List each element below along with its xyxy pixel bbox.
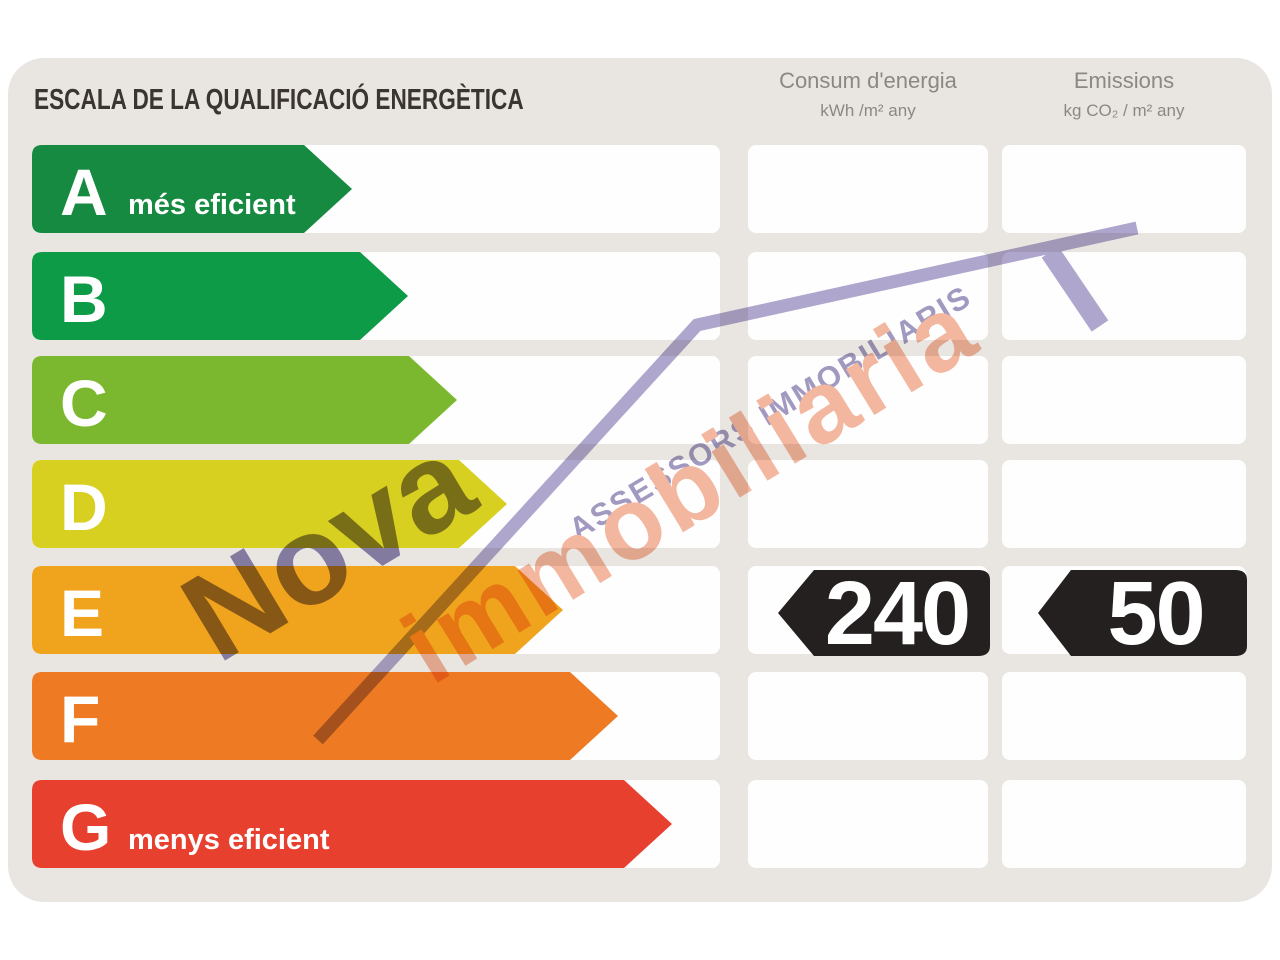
rating-row-f: F bbox=[0, 672, 1280, 760]
consumption-header-title: Consum d'energia bbox=[779, 68, 957, 93]
rating-arrow-icon bbox=[32, 566, 563, 654]
efficiency-note: menys eficient bbox=[128, 824, 330, 856]
emissions-cell bbox=[1002, 460, 1246, 548]
emissions-cell bbox=[1002, 145, 1246, 233]
page-title: ESCALA DE LA QUALIFICACIÓ ENERGÈTICA bbox=[34, 84, 524, 116]
emissions-cell bbox=[1002, 672, 1246, 760]
consumption-cell bbox=[748, 145, 988, 233]
emissions-cell bbox=[1002, 252, 1246, 340]
rating-row-b: B bbox=[0, 252, 1280, 340]
consumption-column-header: Consum d'energia kWh /m² any bbox=[748, 66, 988, 126]
emissions-value-badge: 50 bbox=[1038, 564, 1247, 664]
consumption-cell bbox=[748, 356, 988, 444]
consumption-value-badge: 240 bbox=[778, 564, 990, 664]
consumption-cell bbox=[748, 780, 988, 868]
emissions-header-title: Emissions bbox=[1073, 68, 1175, 93]
emissions-column-header: Emissions kg CO₂ / m² any bbox=[1002, 66, 1246, 126]
emissions-cell bbox=[1002, 356, 1246, 444]
emissions-cell bbox=[1002, 780, 1246, 868]
rating-letter: B bbox=[60, 262, 108, 336]
rating-arrow-icon bbox=[32, 672, 618, 760]
rating-letter: E bbox=[60, 576, 105, 650]
rating-row-d: D bbox=[0, 460, 1280, 548]
consumption-cell bbox=[748, 252, 988, 340]
rating-letter: G bbox=[60, 790, 112, 864]
emissions-value: 50 bbox=[1107, 564, 1205, 664]
rating-arrow-icon bbox=[32, 145, 352, 233]
consumption-cell bbox=[748, 672, 988, 760]
emissions-header-unit: kg CO₂ / m² any bbox=[1063, 101, 1185, 120]
efficiency-note: més eficient bbox=[128, 189, 296, 221]
consumption-header-unit: kWh /m² any bbox=[820, 101, 916, 120]
consumption-cell bbox=[748, 460, 988, 548]
rating-arrow-icon bbox=[32, 780, 672, 868]
rating-row-c: C bbox=[0, 356, 1280, 444]
rating-letter: A bbox=[60, 155, 108, 229]
consumption-value: 240 bbox=[824, 564, 971, 664]
rating-letter: C bbox=[60, 366, 108, 440]
rating-letter: F bbox=[60, 682, 101, 756]
rating-letter: D bbox=[60, 470, 108, 544]
